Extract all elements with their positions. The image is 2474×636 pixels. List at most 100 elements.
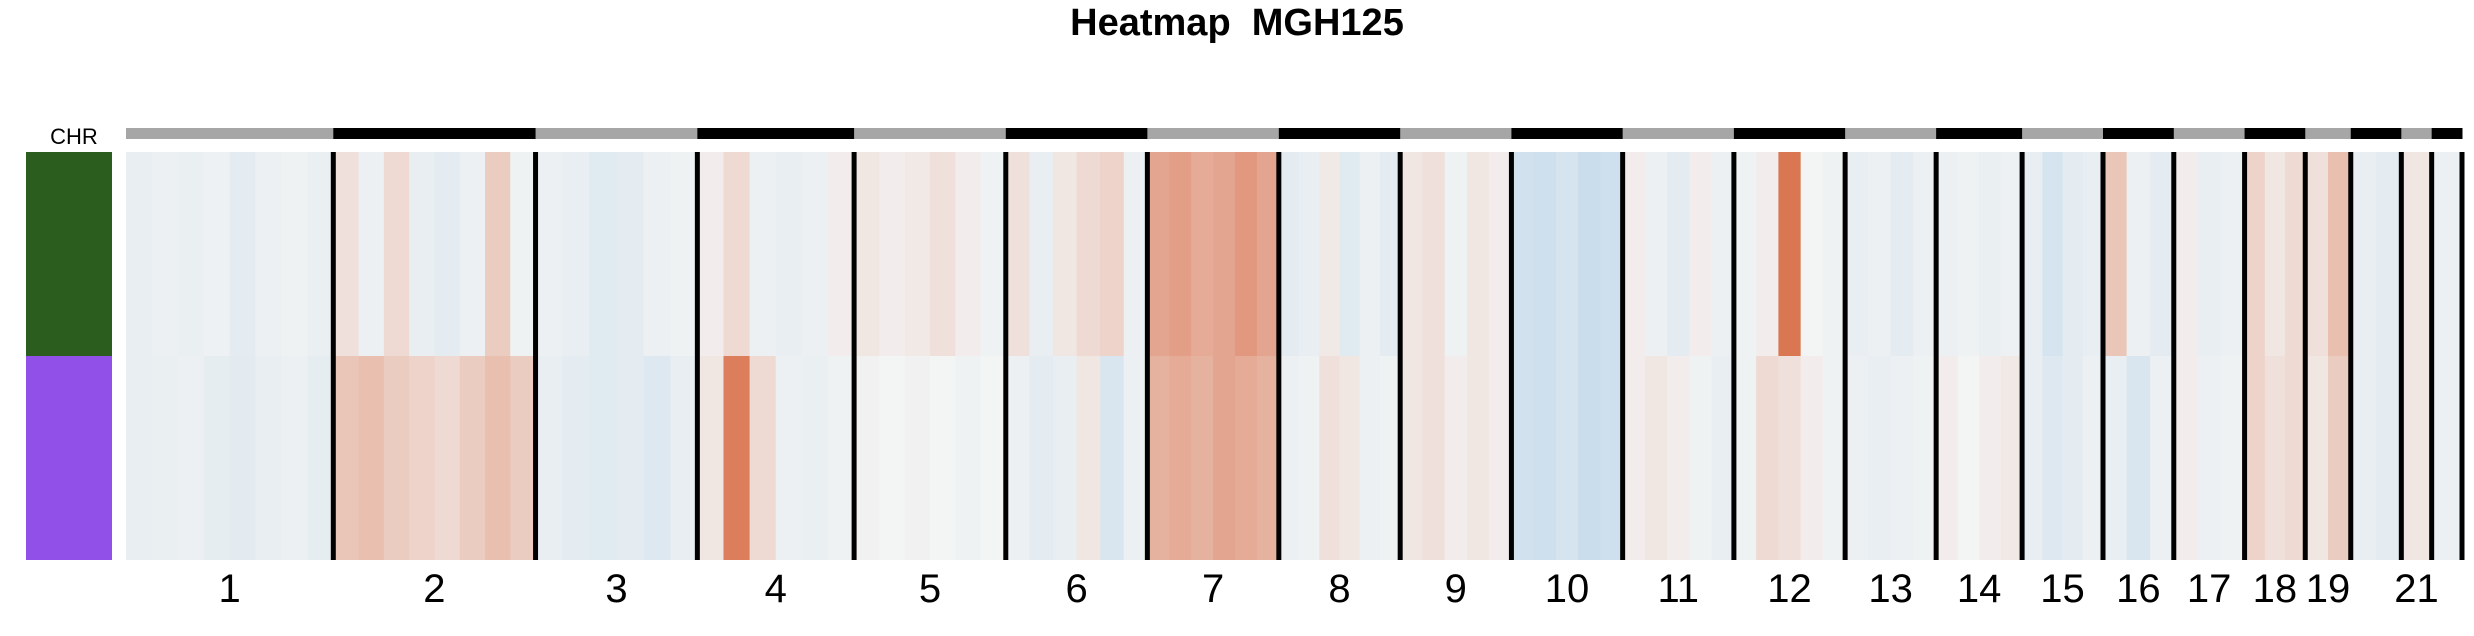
heatmap-cell-chr1-g2-8 [307,356,334,560]
chr-tick-label-11: 11 [1658,567,1700,611]
heatmap-cell-chr11-g1-1 [1622,152,1646,356]
heatmap-cell-chr8-g2-5 [1359,356,1381,560]
chr-boundary-18 [2242,152,2248,560]
chr-tick-label-6: 6 [1065,567,1087,611]
heatmap-cell-chr3-g1-5 [643,152,671,356]
heatmap-cell-chr10-g1-2 [1533,152,1557,356]
heatmap-cell-chr4-g2-1 [697,356,725,560]
chr-tick-label-21: 21 [2394,567,2439,611]
heatmap-cell-chr12-g1-2 [1756,152,1779,356]
heatmap-cell-chr2-g2-4 [409,356,436,560]
heatmap-cell-chr8-g1-3 [1319,152,1341,356]
heatmap-cell-chr4-g1-1 [697,152,725,356]
heatmap-cell-chr14-g2-3 [1979,356,2002,560]
heatmap-cell-chr18-g2-1 [2244,356,2266,560]
heatmap-cell-chr9-g2-2 [1422,356,1446,560]
chr-bar-17 [2173,128,2246,139]
heatmap-cell-chr1-g1-6 [255,152,283,356]
heatmap-cell-chr8-g1-6 [1379,152,1401,356]
heatmap-cell-chr8-g1-4 [1339,152,1361,356]
chr-boundary-22 [2429,152,2435,560]
chr-boundary-end [2459,152,2465,560]
chr-boundary-6 [1003,152,1009,560]
heatmap-cell-chr21-g1-1 [2401,152,2433,356]
chart-title: Heatmap MGH125 [1070,2,1404,44]
heatmap-cell-chr14-g1-1 [1936,152,1959,356]
heatmap-cell-chr8-g2-6 [1379,356,1401,560]
heatmap-cell-chr11-g2-5 [1711,356,1735,560]
heatmap-cell-chr1-g2-5 [229,356,257,560]
heatmap-cell-chr17-g1-2 [2197,152,2222,356]
heatmap-cell-chr3-g2-4 [616,356,645,560]
heatmap-cell-chr3-g2-2 [562,356,591,560]
heatmap-cell-chr9-g2-4 [1466,356,1490,560]
chr-tick-label-1: 1 [219,567,241,611]
heatmap-cell-chr5-g2-4 [929,356,956,560]
heatmap-cell-chr10-g2-1 [1511,356,1535,560]
heatmap-cell-chr9-g1-1 [1400,152,1424,356]
chr-boundary-21 [2398,152,2404,560]
heatmap-cell-chr13-g2-3 [1890,356,1914,560]
heatmap-cell-chr19-g2-2 [2328,356,2352,560]
heatmap-cell-chr12-g2-5 [1822,356,1846,560]
heatmap-cell-chr12-g2-3 [1778,356,1802,560]
heatmap-cell-chr8-g1-2 [1299,152,1320,356]
chr-bar-10 [1511,128,1624,139]
heatmap-cell-chr4-g2-2 [723,356,751,560]
heatmap-cell-chr4-g2-6 [827,356,855,560]
heatmap-cells [126,152,2463,560]
heatmap-cell-chr14-g1-4 [2000,152,2023,356]
chr-bar-18 [2244,128,2306,139]
heatmap-cell-chr1-g1-3 [177,152,205,356]
chr-bar-21 [2401,128,2433,139]
heatmap-cell-chr7-g1-6 [1256,152,1280,356]
heatmap-cell-chr9-g2-5 [1489,356,1513,560]
heatmap-cell-chr6-g1-1 [1005,152,1030,356]
group-color-1 [26,152,112,356]
heatmap-cell-chr12-g2-1 [1733,356,1757,560]
heatmap-cell-chr12-g2-4 [1800,356,1824,560]
chr-bar-7 [1147,128,1280,139]
heatmap-cell-chr18-g1-3 [2285,152,2306,356]
chr-boundary-13 [1842,152,1848,560]
heatmap-cell-chr8-g2-3 [1319,356,1341,560]
heatmap-cell-chr14-g2-4 [2000,356,2023,560]
heatmap-cell-chr16-g2-2 [2126,356,2151,560]
heatmap-cell-chr10-g2-3 [1555,356,1579,560]
heatmap-cell-chr12-g2-2 [1756,356,1779,560]
chr-bar-1 [126,128,334,139]
heatmap-cell-chr2-g2-3 [383,356,410,560]
heatmap-cell-chr12-g1-1 [1733,152,1757,356]
chr-bar-14 [1936,128,2023,139]
heatmap-cell-chr15-g2-4 [2082,356,2104,560]
heatmap-cell-chr11-g1-2 [1644,152,1668,356]
heatmap-cell-chr9-g1-4 [1466,152,1490,356]
heatmap-cell-chr9-g1-2 [1422,152,1446,356]
heatmap-cell-chr6-g1-6 [1123,152,1148,356]
heatmap-cell-chr10-g2-4 [1578,356,1602,560]
chr-tick-label-13: 13 [1868,567,1913,611]
heatmap-cell-chr8-g2-2 [1299,356,1320,560]
heatmap-cell-chr1-g1-5 [229,152,257,356]
chr-bar-15 [2022,128,2104,139]
heatmap-cell-chr7-g1-3 [1191,152,1214,356]
heatmap-cell-chr6-g1-5 [1100,152,1125,356]
chr-tick-label-12: 12 [1767,567,1812,611]
heatmap-cell-chr4-g2-4 [775,356,803,560]
heatmap-cell-chr2-g2-8 [510,356,537,560]
chr-tick-label-14: 14 [1957,567,2002,611]
heatmap-cell-chr9-g1-5 [1489,152,1513,356]
chr-boundary-10 [1508,152,1514,560]
heatmap-cell-chr3-g1-6 [670,152,698,356]
chr-boundary-11 [1620,152,1626,560]
heatmap-cell-chr5-g1-2 [879,152,906,356]
heatmap-cell-chr6-g2-6 [1123,356,1148,560]
heatmap-cell-chr8-g2-1 [1278,356,1300,560]
heatmap-cell-chr1-g1-2 [151,152,179,356]
heatmap-cell-chr6-g2-4 [1076,356,1101,560]
chr-tick-label-9: 9 [1445,567,1467,611]
heatmap-cell-chr19-g1-1 [2305,152,2329,356]
chr-boundary-19 [2302,152,2308,560]
heatmap-cell-chr14-g2-1 [1936,356,1959,560]
heatmap-cell-chr7-g1-1 [1147,152,1170,356]
